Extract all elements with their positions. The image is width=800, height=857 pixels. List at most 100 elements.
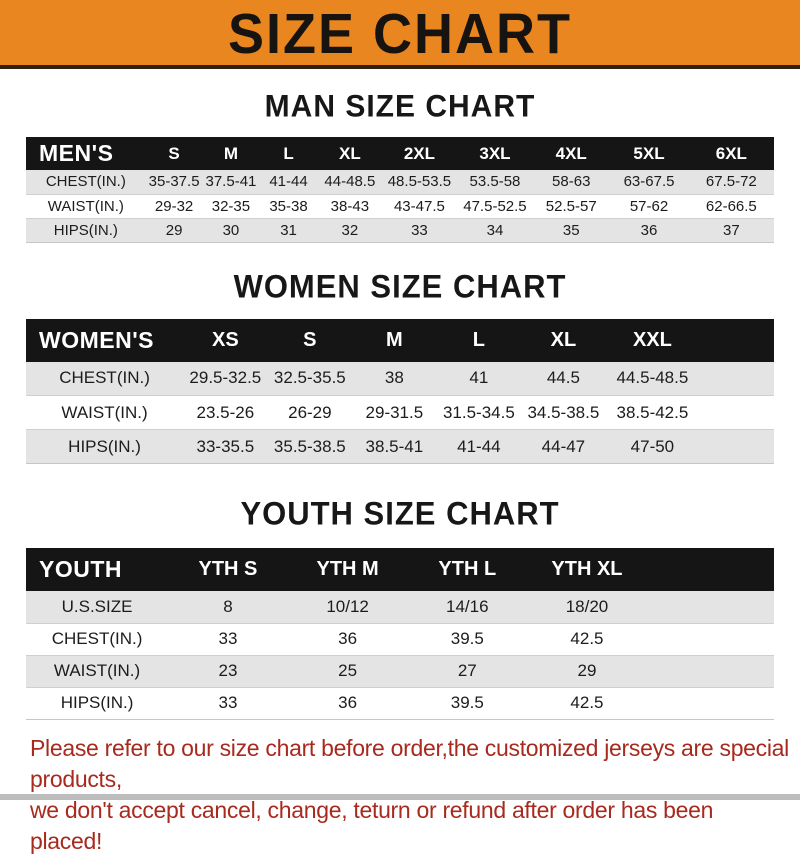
size-cell: 38.5-42.5 [616, 402, 689, 422]
size-cell: 44-48.5 [324, 173, 376, 191]
size-column-header: XL [550, 328, 577, 351]
size-cell: 29 [165, 221, 183, 239]
table-corner-label: MEN'S [39, 140, 114, 166]
size-cell: 18/20 [565, 596, 609, 616]
size-cell: 41 [469, 368, 489, 388]
size-column-header: YTH L [438, 558, 497, 580]
size-cell: 62-66.5 [705, 197, 757, 215]
size-cell: 25 [338, 661, 358, 680]
youth-size-table: YOUTH YTH S YTH M YTH L YTH XL U.S.SIZE 8 10/12… [26, 548, 774, 720]
size-column-header: S [303, 328, 317, 351]
disclaimer-line-1: Please refer to our size chart before or… [30, 735, 789, 792]
size-cell: 44-47 [541, 436, 586, 456]
table-row: CHEST(IN.) 33 36 39.5 42.5 [26, 623, 774, 655]
size-cell: 33-35.5 [196, 436, 255, 456]
size-cell: 14/16 [446, 596, 489, 616]
table-corner-label: YOUTH [39, 556, 122, 582]
table-row: CHEST(IN.) 35-37.5 37.5-41 41-44 44-48.5 48.5… [26, 170, 774, 194]
size-cell: 29 [577, 661, 597, 680]
table-row: U.S.SIZE 8 10/12 14/16 18/20 [26, 591, 774, 623]
row-label: HIPS(IN.) [68, 436, 141, 456]
table-row: HIPS(IN.) 33 36 39.5 42.5 [26, 687, 774, 719]
header-spacer [699, 319, 774, 362]
row-label: WAIST(IN.) [53, 661, 141, 680]
size-cell: 31 [280, 221, 297, 239]
table-corner-label: WOMEN'S [39, 326, 155, 353]
size-cell: 33 [411, 221, 428, 239]
size-cell: 32-35 [211, 197, 251, 215]
women-section-title: WOMEN SIZE CHART [233, 267, 567, 305]
row-label: CHEST(IN.) [59, 368, 150, 388]
size-column-header: 4XL [555, 143, 587, 163]
size-cell: 27 [457, 661, 477, 680]
size-column-header: L [472, 328, 485, 351]
table-row: WAIST(IN.) 29-32 32-35 35-38 38-43 43-47.5 47.… [26, 194, 774, 218]
size-cell: 36 [338, 693, 358, 712]
size-cell: 47-50 [630, 436, 675, 456]
size-cell: 34 [486, 221, 504, 239]
size-cell: 34.5-38.5 [527, 402, 600, 422]
size-column-header: YTH S [198, 558, 258, 580]
size-cell: 35-37.5 [148, 173, 200, 191]
size-cell: 44.5 [546, 368, 580, 388]
size-column-header: S [168, 143, 180, 163]
size-cell: 26-29 [288, 402, 332, 422]
size-cell: 38.5-41 [365, 436, 424, 456]
size-chart-banner: SIZE CHART [0, 0, 800, 69]
row-spacer [699, 362, 774, 396]
size-cell: 8 [223, 596, 233, 616]
size-cell: 52.5-57 [545, 197, 597, 215]
size-cell: 38 [384, 368, 404, 388]
size-cell: 48.5-53.5 [387, 173, 452, 191]
size-column-header: XXL [632, 328, 672, 351]
size-table-header-row: MEN'S S M L XL 2XL 3XL 4XL 5XL 6XL [26, 137, 774, 170]
size-column-header: 6XL [715, 143, 747, 163]
table-row: WAIST(IN.) 23 25 27 29 [26, 655, 774, 687]
size-column-header: M [223, 143, 239, 163]
size-cell: 33 [218, 693, 238, 712]
banner-title: SIZE CHART [228, 2, 572, 65]
table-row: HIPS(IN.) 33-35.5 35.5-38.5 38.5-41 41-44 44-… [26, 429, 774, 464]
size-cell: 58-63 [552, 173, 591, 191]
man-section-title: MAN SIZE CHART [264, 89, 536, 124]
row-label: HIPS(IN.) [60, 693, 134, 712]
size-cell: 29.5-32.5 [189, 368, 262, 388]
size-cell: 57-62 [629, 197, 669, 215]
size-cell: 29-31.5 [365, 402, 424, 422]
header-spacer [647, 548, 774, 591]
size-table-header-row: WOMEN'S XS S M L XL XXL [26, 318, 774, 362]
size-column-header: 3XL [479, 143, 511, 163]
size-cell: 37.5-41 [205, 173, 257, 191]
size-cell: 35 [562, 221, 580, 239]
size-column-header: YTH M [316, 558, 379, 580]
size-cell: 32 [341, 221, 359, 239]
size-cell: 63-67.5 [623, 173, 675, 191]
size-cell: 37 [722, 221, 740, 239]
size-cell: 42.5 [570, 693, 604, 712]
row-label: WAIST(IN.) [47, 197, 124, 215]
table-row: WAIST(IN.) 23.5-26 26-29 29-31.5 31.5-34.5 34… [26, 395, 774, 430]
size-cell: 44.5-48.5 [616, 368, 689, 388]
disclaimer-line-2: we don't accept cancel, change, teturn o… [30, 797, 714, 854]
row-spacer [647, 687, 774, 719]
size-cell: 36 [338, 629, 358, 648]
size-cell: 23.5-26 [196, 402, 255, 422]
size-cell: 31.5-34.5 [442, 402, 515, 422]
row-label: HIPS(IN.) [53, 221, 118, 239]
size-column-header: XL [338, 143, 361, 163]
size-cell: 41-44 [457, 436, 501, 456]
size-cell: 29-32 [154, 197, 194, 215]
row-spacer [699, 396, 774, 430]
mens-size-table: MEN'S S M L XL 2XL 3XL 4XL 5XL 6XL CHEST(IN.) 35-37… [26, 137, 774, 243]
size-cell: 41-44 [269, 173, 308, 191]
row-spacer [647, 623, 774, 655]
size-cell: 32.5-35.5 [273, 368, 346, 388]
size-cell: 30 [222, 221, 240, 239]
size-cell: 36 [640, 221, 658, 239]
row-spacer [647, 591, 774, 623]
youth-section-title: YOUTH SIZE CHART [240, 495, 560, 532]
size-cell: 42.5 [570, 629, 604, 648]
row-label: CHEST(IN.) [45, 173, 126, 191]
size-table-header-row: YOUTH YTH S YTH M YTH L YTH XL [26, 548, 774, 591]
size-cell: 35-38 [269, 197, 308, 215]
